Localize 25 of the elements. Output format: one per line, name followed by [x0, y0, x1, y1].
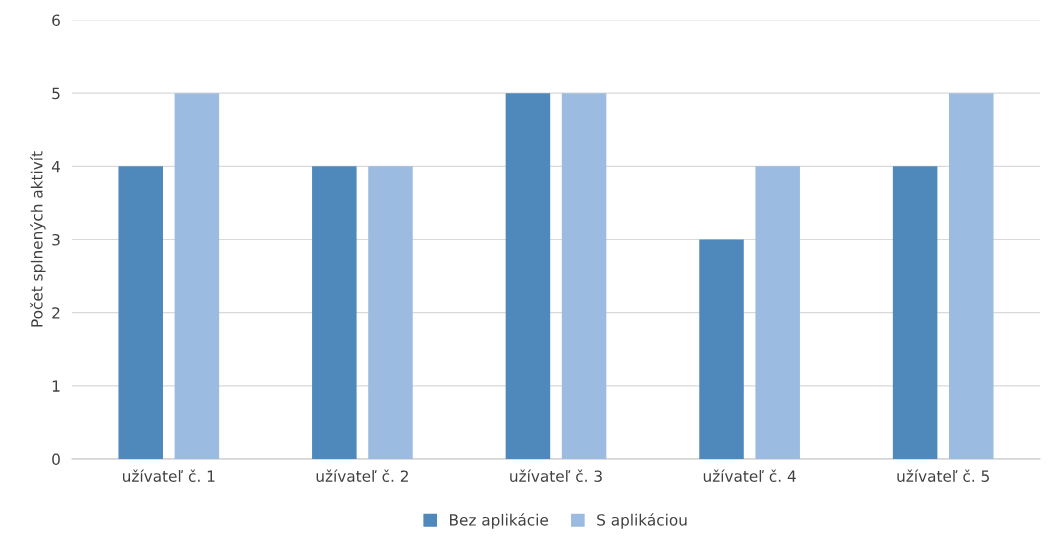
x-tick-label: užívateľ č. 4: [703, 469, 796, 482]
bar: [118, 166, 163, 459]
y-tick-label: 1: [52, 380, 60, 392]
bar: [892, 166, 938, 459]
bar: [699, 239, 744, 459]
bar: [949, 93, 994, 459]
x-tick-label: užívateľ č. 2: [316, 469, 408, 482]
y-tick-label: 6: [52, 14, 60, 27]
x-tick-label: užívateľ č. 3: [510, 469, 602, 482]
bar: [561, 93, 607, 459]
bar: [174, 93, 220, 459]
y-tick-label: 2: [52, 307, 60, 319]
x-tick-label: užívateľ č. 5: [897, 469, 989, 482]
y-tick-label: 3: [52, 233, 60, 246]
bar: [505, 93, 551, 459]
bar: [755, 166, 800, 459]
y-tick-label: 5: [52, 87, 60, 100]
bar: [312, 166, 357, 459]
bar: [368, 166, 413, 459]
y-tick-label: 4: [51, 161, 61, 173]
y-tick-label: 0: [52, 453, 60, 466]
legend-label: Bez aplikácie: [450, 513, 549, 529]
x-tick-label: užívateľ č. 1: [123, 469, 215, 482]
legend-label: S aplikáciou: [597, 513, 687, 529]
y-axis-title: Počet splnených aktivít: [30, 151, 46, 327]
